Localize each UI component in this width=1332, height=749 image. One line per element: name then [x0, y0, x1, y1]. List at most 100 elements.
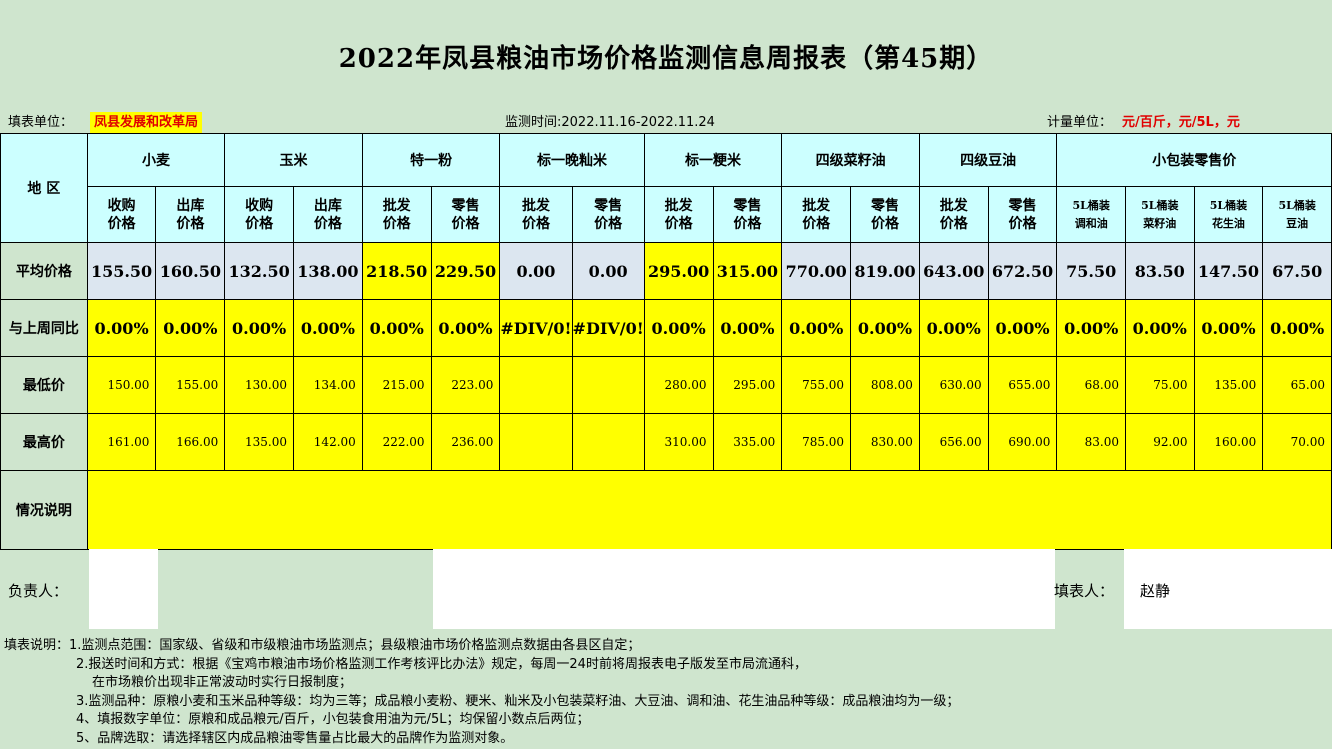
column-subheader: 批发 价格	[781, 186, 852, 243]
min-price-cell[interactable]: 755.00	[781, 356, 852, 414]
group-header: 四级菜籽油	[781, 133, 920, 187]
price-table: 地 区 小麦 玉米 特一粉 标一晚籼米 标一粳米 四级菜籽油 四级豆油 小包装零…	[0, 133, 1332, 550]
column-subheader: 零售 价格	[430, 186, 501, 243]
week-change-cell[interactable]: 0.00%	[643, 299, 714, 357]
average-price-cell[interactable]: 147.50	[1193, 242, 1264, 300]
average-price-cell[interactable]: 160.50	[155, 242, 226, 300]
week-change-cell[interactable]: 0.00%	[781, 299, 852, 357]
group-header: 标一晚籼米	[499, 133, 645, 187]
column-subheader: 出库 价格	[293, 186, 363, 243]
instruction-line: 2.报送时间和方式：根据《宝鸡市粮油市场价格监测工作考核评比办法》规定，每周一2…	[76, 656, 807, 672]
column-subheader: 5L桶装 调和油	[1056, 186, 1126, 243]
min-price-cell[interactable]: 135.00	[1193, 356, 1264, 414]
min-price-cell[interactable]: 130.00	[224, 356, 295, 414]
average-price-cell[interactable]: 770.00	[781, 242, 852, 300]
week-change-cell[interactable]: #DIV/0!	[499, 299, 573, 357]
column-subheader: 批发 价格	[643, 186, 714, 243]
min-price-cell[interactable]: 630.00	[918, 356, 989, 414]
average-price-cell[interactable]: 218.50	[361, 242, 432, 300]
column-subheader: 收购 价格	[224, 186, 295, 243]
max-price-cell[interactable]: 70.00	[1262, 413, 1332, 471]
average-price-cell[interactable]: 155.50	[86, 242, 157, 300]
min-price-cell[interactable]: 295.00	[712, 356, 783, 414]
week-change-cell[interactable]: 0.00%	[293, 299, 363, 357]
max-price-cell[interactable]	[571, 413, 645, 471]
max-price-cell[interactable]: 161.00	[86, 413, 157, 471]
max-price-cell[interactable]: 222.00	[361, 413, 432, 471]
average-price-cell[interactable]: 315.00	[712, 242, 783, 300]
report-title: 2022年凤县粮油市场价格监测信息周报表（第45期）	[338, 43, 994, 74]
min-price-cell[interactable]: 223.00	[430, 356, 501, 414]
min-price-cell[interactable]: 215.00	[361, 356, 432, 414]
max-price-cell[interactable]: 236.00	[430, 413, 501, 471]
average-price-cell[interactable]: 138.00	[293, 242, 363, 300]
week-change-cell[interactable]: 0.00%	[850, 299, 920, 357]
row-label: 平均价格	[0, 242, 88, 300]
max-price-cell[interactable]: 830.00	[850, 413, 920, 471]
min-price-cell[interactable]: 655.00	[987, 356, 1058, 414]
max-price-cell[interactable]: 160.00	[1193, 413, 1264, 471]
max-price-cell[interactable]: 142.00	[293, 413, 363, 471]
week-change-cell[interactable]: 0.00%	[1262, 299, 1332, 357]
week-change-cell[interactable]: 0.00%	[86, 299, 157, 357]
min-price-cell[interactable]	[499, 356, 573, 414]
average-price-cell[interactable]: 295.00	[643, 242, 714, 300]
column-subheader: 批发 价格	[361, 186, 432, 243]
filler-name[interactable]: 赵静	[1140, 582, 1171, 600]
filler-cell[interactable]	[1124, 549, 1332, 629]
average-price-cell[interactable]: 672.50	[987, 242, 1058, 300]
max-price-cell[interactable]: 785.00	[781, 413, 852, 471]
min-price-cell[interactable]: 68.00	[1056, 356, 1126, 414]
max-price-cell[interactable]: 690.00	[987, 413, 1058, 471]
min-price-cell[interactable]: 134.00	[293, 356, 363, 414]
min-price-cell[interactable]: 280.00	[643, 356, 714, 414]
min-price-cell[interactable]: 75.00	[1124, 356, 1195, 414]
measure-unit-value[interactable]: 元/百斤，元/5L，元	[1122, 115, 1240, 130]
average-price-cell[interactable]: 132.50	[224, 242, 295, 300]
week-change-cell[interactable]: 0.00%	[918, 299, 989, 357]
average-price-cell[interactable]: 819.00	[850, 242, 920, 300]
week-change-cell[interactable]: 0.00%	[224, 299, 295, 357]
instruction-line: 在市场粮价出现非正常波动时实行日报制度；	[92, 675, 353, 690]
max-price-cell[interactable]	[499, 413, 573, 471]
average-price-cell[interactable]: 67.50	[1262, 242, 1332, 300]
min-price-cell[interactable]: 155.00	[155, 356, 226, 414]
max-price-cell[interactable]: 83.00	[1056, 413, 1126, 471]
group-header: 标一粳米	[643, 133, 783, 187]
average-price-cell[interactable]: 0.00	[499, 242, 573, 300]
monitoring-period[interactable]: 监测时间:2022.11.16-2022.11.24	[505, 115, 715, 130]
week-change-cell[interactable]: #DIV/0!	[571, 299, 645, 357]
signature-blank[interactable]	[433, 549, 1055, 629]
week-change-cell[interactable]: 0.00%	[712, 299, 783, 357]
average-price-cell[interactable]: 75.50	[1056, 242, 1126, 300]
max-price-cell[interactable]: 656.00	[918, 413, 989, 471]
max-price-cell[interactable]: 92.00	[1124, 413, 1195, 471]
average-price-cell[interactable]: 0.00	[571, 242, 645, 300]
column-subheader: 出库 价格	[155, 186, 226, 243]
week-change-cell[interactable]: 0.00%	[987, 299, 1058, 357]
week-change-cell[interactable]: 0.00%	[361, 299, 432, 357]
unit-value[interactable]: 凤县发展和改革局	[90, 112, 203, 133]
week-change-cell[interactable]: 0.00%	[155, 299, 226, 357]
week-change-cell[interactable]: 0.00%	[1124, 299, 1195, 357]
max-price-cell[interactable]: 166.00	[155, 413, 226, 471]
min-price-cell[interactable]	[571, 356, 645, 414]
column-subheader: 5L桶装 花生油	[1193, 186, 1264, 243]
week-change-cell[interactable]: 0.00%	[1056, 299, 1126, 357]
min-price-cell[interactable]: 808.00	[850, 356, 920, 414]
week-change-cell[interactable]: 0.00%	[430, 299, 501, 357]
max-price-cell[interactable]: 335.00	[712, 413, 783, 471]
instruction-line: 4、填报数字单位：原粮和成品粮元/百斤，小包装食用油为元/5L；均保留小数点后两…	[76, 712, 590, 727]
average-price-cell[interactable]: 229.50	[430, 242, 501, 300]
average-price-cell[interactable]: 83.50	[1124, 242, 1195, 300]
responsible-cell[interactable]	[89, 549, 158, 629]
instruction-line: 3.监测品种：原粮小麦和玉米品种等级：均为三等；成品粮小麦粉、粳米、籼米及小包装…	[76, 693, 960, 709]
max-price-cell[interactable]: 310.00	[643, 413, 714, 471]
min-price-cell[interactable]: 65.00	[1262, 356, 1332, 414]
instruction-line: 填表说明：1.监测点范围：国家级、省级和市级粮油市场监测点；县级粮油市场价格监测…	[4, 638, 641, 653]
average-price-cell[interactable]: 643.00	[918, 242, 989, 300]
week-change-cell[interactable]: 0.00%	[1193, 299, 1264, 357]
min-price-cell[interactable]: 150.00	[86, 356, 157, 414]
notes-cell[interactable]	[86, 470, 1332, 550]
max-price-cell[interactable]: 135.00	[224, 413, 295, 471]
